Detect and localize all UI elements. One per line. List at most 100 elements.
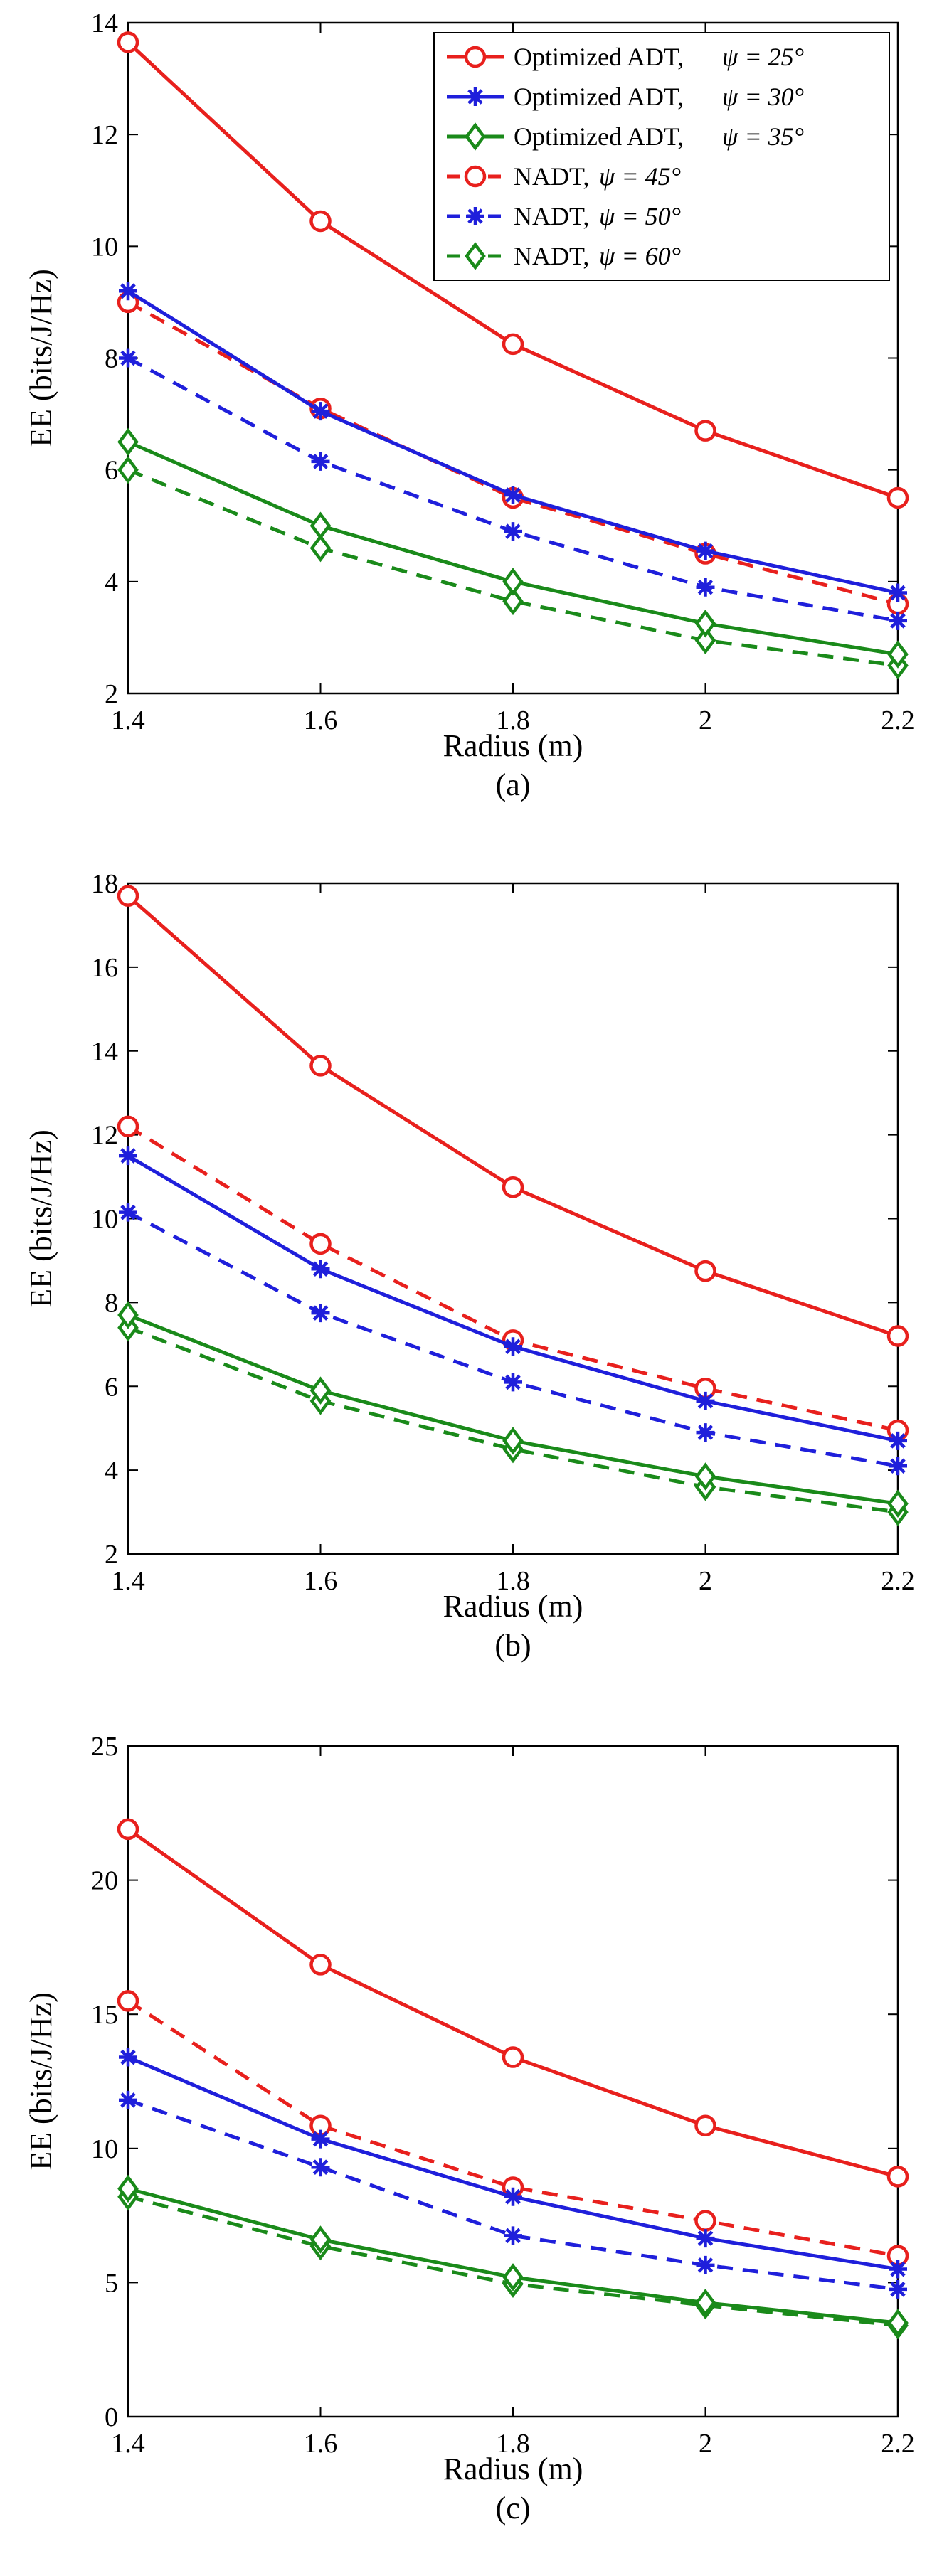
data-point <box>309 1376 332 1405</box>
data-point <box>309 2225 332 2254</box>
data-point <box>117 427 139 457</box>
series-2 <box>117 2174 909 2337</box>
legend-marker <box>464 165 487 188</box>
series-0 <box>117 1818 909 2188</box>
y-axis-label: EE (bits/J/Hz) <box>23 1992 58 2171</box>
data-point <box>696 1423 715 1442</box>
panel-caption: (a) <box>496 767 531 802</box>
data-point <box>311 452 330 471</box>
data-point <box>309 1954 332 1976</box>
series-line <box>127 2098 899 2292</box>
series-1 <box>119 282 907 602</box>
data-point <box>696 2229 715 2248</box>
panel-c: 0 5 10 15 20 25 1.4 1.6 1.8 2 2.2 Radius (m) EE (bit… <box>23 1732 915 2526</box>
legend-marker <box>466 207 484 225</box>
data-point <box>696 2255 715 2274</box>
legend-marker <box>464 46 487 68</box>
data-point <box>889 1431 907 1450</box>
y-tick-label: 5 <box>105 2268 118 2298</box>
legend-psi: ψ = 50° <box>599 202 681 230</box>
y-tick-label: 18 <box>91 869 118 899</box>
data-point <box>694 2210 716 2232</box>
series-line <box>127 1326 899 1514</box>
data-point <box>117 1818 139 1841</box>
data-point <box>889 1457 907 1476</box>
y-tick-label: 4 <box>105 1456 118 1486</box>
x-tick-label: 1.4 <box>111 2429 145 2459</box>
data-point <box>309 511 332 540</box>
data-point <box>117 1115 139 1138</box>
data-point <box>694 626 716 655</box>
legend-psi: ψ = 60° <box>599 242 681 270</box>
x-tick-label: 1.8 <box>496 706 530 735</box>
data-point <box>504 2226 522 2245</box>
data-point <box>504 1373 522 1392</box>
data-point <box>502 1427 524 1455</box>
x-tick-label: 2 <box>699 706 712 735</box>
series-2 <box>117 1301 909 1518</box>
x-tick-label: 1.6 <box>304 706 338 735</box>
legend: Optimized ADT, ψ = 25° Optimized ADT, ψ = 3… <box>433 32 890 281</box>
panel-a: 2 4 6 8 10 12 14 1.4 1.6 1.8 2 2.2 Radius (m) EE (bit… <box>23 9 915 802</box>
x-tick-label: 2 <box>699 2429 712 2459</box>
series-1 <box>119 2048 907 2279</box>
legend-psi: ψ = 25° <box>722 43 804 71</box>
legend-box <box>433 32 890 281</box>
y-axis-label: EE (bits/J/Hz) <box>23 269 58 447</box>
series-1 <box>119 1146 907 1450</box>
series-2 <box>117 427 909 669</box>
data-point <box>504 1337 522 1356</box>
x-tick-label: 1.8 <box>496 1566 530 1596</box>
data-point <box>119 2090 137 2109</box>
legend-marker <box>465 242 486 270</box>
data-point <box>694 610 716 638</box>
series-5 <box>117 2182 909 2340</box>
data-point <box>309 1233 332 1255</box>
legend-label: Optimized ADT, <box>514 122 684 151</box>
data-point <box>502 333 524 356</box>
data-point <box>502 2046 524 2068</box>
data-point <box>311 2158 330 2177</box>
series-0 <box>117 885 909 1347</box>
panel-b: 2 4 6 8 10 12 14 16 18 1.4 1.6 1.8 2 2.2 Radius (m) EE … <box>23 869 915 1663</box>
series-0 <box>117 31 909 509</box>
y-tick-label: 12 <box>91 120 118 150</box>
data-point <box>117 455 139 484</box>
y-tick-label: 10 <box>91 2134 118 2164</box>
data-point <box>887 2309 909 2337</box>
y-tick-label: 14 <box>91 1037 118 1067</box>
data-point <box>119 1146 137 1166</box>
x-tick-label: 1.8 <box>496 2429 530 2459</box>
data-point <box>117 885 139 907</box>
series-line <box>127 1827 899 2178</box>
y-tick-label: 10 <box>91 1205 118 1235</box>
y-tick-label: 15 <box>91 2000 118 2030</box>
legend-psi: ψ = 35° <box>722 122 804 151</box>
data-point <box>887 640 909 669</box>
y-tick-label: 20 <box>91 1866 118 1896</box>
series-line <box>127 1999 899 2258</box>
legend-psi: ψ = 30° <box>722 83 804 111</box>
data-point <box>694 420 716 442</box>
data-point <box>504 2187 522 2206</box>
y-tick-label: 6 <box>105 1372 118 1402</box>
data-point <box>696 541 715 560</box>
data-point <box>504 522 522 541</box>
x-tick-label: 1.6 <box>304 1566 338 1596</box>
data-point <box>694 2288 716 2317</box>
data-point <box>311 1304 330 1323</box>
y-axis-label: EE (bits/J/Hz) <box>23 1129 58 1308</box>
x-tick-label: 2.2 <box>881 2429 915 2459</box>
y-tick-label: 2 <box>105 679 118 709</box>
legend-label: Optimized ADT, <box>514 43 684 71</box>
series-line <box>127 440 899 656</box>
x-axis-label: Radius (m) <box>443 2452 583 2486</box>
data-point <box>502 2263 524 2292</box>
legend-label: NADT, <box>514 242 589 270</box>
data-point <box>117 31 139 53</box>
x-axis-label: Radius (m) <box>443 1589 583 1624</box>
legend-label: NADT, <box>514 162 589 191</box>
data-point <box>886 486 909 509</box>
legend-marker <box>466 87 484 106</box>
